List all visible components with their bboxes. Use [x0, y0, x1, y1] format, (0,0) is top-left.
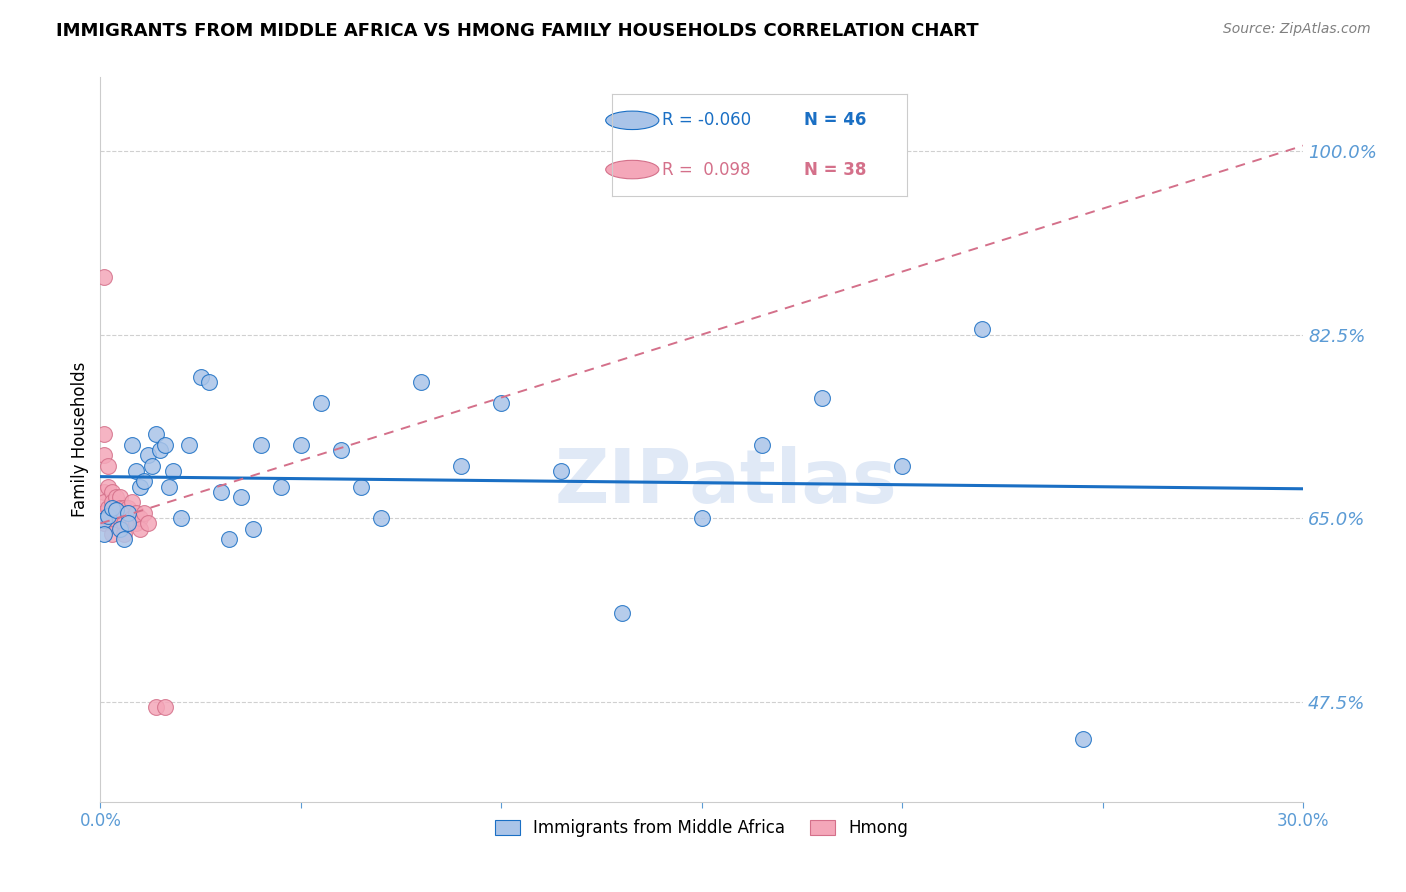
Text: R = -0.060: R = -0.060 [662, 112, 751, 129]
Point [93, 269, 115, 284]
Point [891, 458, 914, 473]
Point [93, 448, 115, 462]
Point [690, 511, 713, 525]
Point [129, 511, 152, 525]
Point [309, 396, 332, 410]
Point [138, 448, 160, 462]
Point [93, 506, 115, 520]
Point [141, 458, 163, 473]
Point [93, 513, 115, 527]
Point [229, 490, 252, 504]
Point [270, 480, 292, 494]
Point [110, 500, 132, 515]
Y-axis label: Family Households: Family Households [72, 362, 89, 517]
Point [101, 500, 124, 515]
Point [105, 503, 128, 517]
Text: IMMIGRANTS FROM MIDDLE AFRICA VS HMONG FAMILY HOUSEHOLDS CORRELATION CHART: IMMIGRANTS FROM MIDDLE AFRICA VS HMONG F… [56, 22, 979, 40]
Point [105, 490, 128, 504]
Point [101, 516, 124, 531]
Point [112, 516, 135, 531]
Point [125, 516, 148, 531]
Point [249, 438, 271, 452]
Point [101, 485, 124, 500]
Point [97, 458, 120, 473]
Point [751, 438, 773, 452]
Point [93, 516, 115, 531]
Point [93, 495, 115, 509]
Circle shape [606, 161, 659, 178]
Text: R =  0.098: R = 0.098 [662, 161, 751, 178]
Legend: Immigrants from Middle Africa, Hmong: Immigrants from Middle Africa, Hmong [488, 813, 915, 844]
Point [370, 511, 392, 525]
Point [93, 527, 115, 541]
Point [112, 500, 135, 515]
Point [97, 509, 120, 524]
Point [97, 500, 120, 515]
Point [972, 322, 994, 336]
Point [153, 700, 176, 714]
Point [129, 480, 152, 494]
Point [610, 606, 633, 620]
Point [117, 516, 139, 531]
Point [811, 391, 834, 405]
Point [112, 527, 135, 541]
Point [112, 506, 135, 520]
Point [145, 700, 167, 714]
Point [157, 480, 180, 494]
Point [134, 506, 156, 520]
Point [121, 495, 143, 509]
Point [138, 516, 160, 531]
Point [242, 522, 264, 536]
Point [93, 485, 115, 500]
Point [117, 500, 139, 515]
Point [450, 458, 472, 473]
Point [110, 511, 132, 525]
Point [101, 527, 124, 541]
Point [1071, 731, 1094, 746]
Point [112, 532, 135, 546]
Point [110, 522, 132, 536]
Point [121, 438, 143, 452]
Point [290, 438, 312, 452]
Point [125, 464, 148, 478]
Point [97, 480, 120, 494]
Point [197, 375, 219, 389]
Text: N = 38: N = 38 [804, 161, 866, 178]
Point [129, 522, 152, 536]
Point [117, 506, 139, 520]
Point [149, 442, 172, 457]
Text: Source: ZipAtlas.com: Source: ZipAtlas.com [1223, 22, 1371, 37]
Point [145, 427, 167, 442]
Point [121, 511, 143, 525]
Text: ZIPatlas: ZIPatlas [554, 447, 897, 519]
Point [190, 369, 212, 384]
Point [97, 511, 120, 525]
Point [411, 375, 433, 389]
Text: N = 46: N = 46 [804, 112, 866, 129]
Point [153, 438, 176, 452]
Point [125, 506, 148, 520]
Point [110, 490, 132, 504]
Point [218, 532, 240, 546]
Point [550, 464, 572, 478]
Point [101, 506, 124, 520]
Point [177, 438, 200, 452]
Point [134, 475, 156, 489]
Point [329, 442, 352, 457]
Point [117, 516, 139, 531]
Point [209, 485, 232, 500]
Point [93, 427, 115, 442]
Point [169, 511, 191, 525]
Point [105, 506, 128, 520]
Circle shape [606, 112, 659, 129]
Point [162, 464, 184, 478]
Point [117, 506, 139, 520]
Point [491, 396, 513, 410]
Point [101, 495, 124, 509]
Point [350, 480, 373, 494]
